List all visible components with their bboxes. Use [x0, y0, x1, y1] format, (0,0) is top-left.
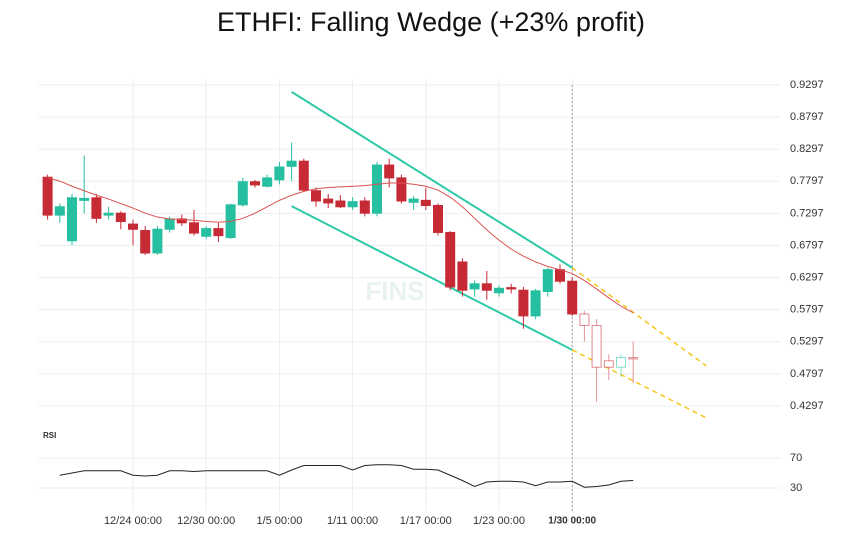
candle-body — [567, 280, 578, 315]
candle-body — [213, 228, 224, 237]
y-tick-label: 0.8797 — [790, 111, 824, 123]
candle-body — [530, 290, 541, 317]
candle-body — [616, 357, 626, 368]
y-tick-label: 0.8297 — [790, 143, 824, 155]
candle-body — [164, 218, 175, 230]
rsi-tick-label: 30 — [790, 482, 802, 494]
y-tick-label: 0.6297 — [790, 271, 824, 283]
candle-body — [481, 283, 492, 291]
candle-body — [311, 190, 321, 202]
trendline — [291, 205, 573, 351]
candle-body — [79, 197, 90, 201]
candle-body — [445, 231, 456, 288]
candle-body — [518, 289, 529, 317]
candle-body — [115, 212, 126, 223]
rsi-tick-label: 70 — [790, 452, 802, 464]
candle-body — [286, 160, 297, 167]
candle-body — [189, 222, 199, 234]
y-tick-label: 0.4797 — [790, 368, 824, 380]
candle-body — [506, 287, 517, 290]
candle-body — [152, 228, 163, 254]
y-tick-label: 0.9297 — [790, 79, 824, 91]
candle-body — [555, 269, 565, 282]
candle-body — [298, 160, 309, 191]
watermark: FINS — [365, 276, 424, 306]
y-tick-label: 0.6797 — [790, 239, 824, 251]
candle-body — [250, 181, 260, 186]
candle-body — [359, 200, 370, 214]
candle-body — [335, 200, 346, 208]
candle-body — [603, 360, 614, 368]
y-tick-label: 0.5297 — [790, 336, 824, 348]
candle-body — [396, 177, 407, 202]
moving-average — [47, 177, 634, 314]
rsi-line — [59, 464, 634, 488]
candle-body — [128, 223, 138, 230]
candle-body — [237, 181, 248, 206]
candle-body — [201, 228, 212, 237]
candle-body — [262, 177, 273, 187]
candle-body — [42, 176, 53, 216]
candle-body — [420, 199, 431, 206]
candle-body — [469, 283, 480, 290]
x-tick-label: 12/30 00:00 — [177, 515, 235, 527]
trendline — [291, 91, 573, 269]
candle-body — [54, 206, 65, 216]
candle-body — [274, 166, 285, 181]
y-tick-label: 0.7297 — [790, 207, 824, 219]
trendline — [571, 349, 707, 419]
x-tick-label: 1/23 00:00 — [473, 515, 525, 527]
candle-body — [67, 197, 77, 242]
rsi-label: RSI — [43, 431, 56, 440]
chart-title: ETHFI: Falling Wedge (+23% profit) — [217, 7, 645, 37]
x-tick-label: 1/11 00:00 — [327, 515, 378, 527]
candle-body — [323, 198, 334, 204]
candle-body — [542, 269, 553, 292]
y-tick-label: 0.5797 — [790, 304, 824, 316]
candle-body — [494, 287, 504, 294]
candle-body — [347, 201, 358, 208]
x-tick-label: 1/17 00:00 — [400, 515, 452, 527]
y-tick-label: 0.7797 — [790, 175, 824, 187]
candle-body — [91, 197, 102, 219]
candle-body — [457, 261, 468, 291]
x-tick-label: 1/30 00:00 — [548, 516, 596, 527]
candle-body — [579, 313, 590, 327]
candle-body — [408, 198, 419, 203]
x-tick-label: 1/5 00:00 — [256, 515, 302, 527]
candle-body — [591, 325, 602, 368]
candle-body — [176, 218, 187, 224]
candle-body — [103, 212, 114, 216]
y-tick-label: 0.4297 — [790, 400, 824, 412]
candle-body — [433, 204, 443, 233]
candle-body — [628, 357, 639, 360]
candle-body — [372, 164, 382, 214]
candle-body — [140, 230, 151, 254]
candle-body — [384, 164, 395, 179]
x-tick-label: 12/24 00:00 — [104, 515, 162, 527]
trendline — [571, 267, 707, 367]
